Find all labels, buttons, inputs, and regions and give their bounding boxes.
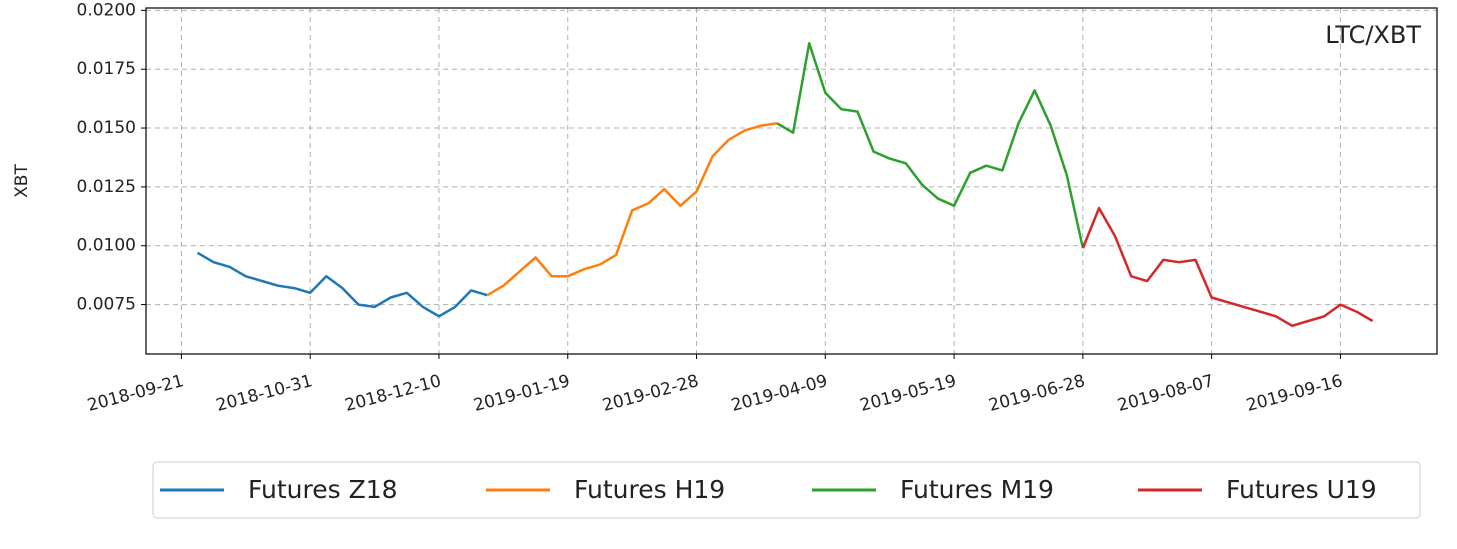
legend-label: Futures Z18 [248, 475, 398, 504]
legend-box [152, 461, 1421, 519]
y-tick-label: 0.0150 [77, 118, 136, 138]
plot-frame [145, 7, 1438, 355]
series-line [776, 42, 1085, 249]
annotation: LTC/XBT [1325, 21, 1421, 49]
y-tick-label: 0.0100 [77, 236, 136, 256]
y-axis-label: XBT [12, 164, 32, 198]
legend-label: Futures M19 [900, 475, 1054, 504]
legend-label: Futures H19 [574, 475, 725, 504]
y-tick-label: 0.0125 [77, 177, 136, 197]
series-line [486, 122, 778, 297]
series-line [1081, 206, 1374, 328]
y-tick-label: 0.0075 [77, 295, 136, 315]
y-tick-label: 0.0200 [77, 0, 136, 20]
series-line [196, 251, 488, 318]
legend-label: Futures U19 [1226, 475, 1377, 504]
y-tick-label: 0.0175 [77, 59, 136, 79]
